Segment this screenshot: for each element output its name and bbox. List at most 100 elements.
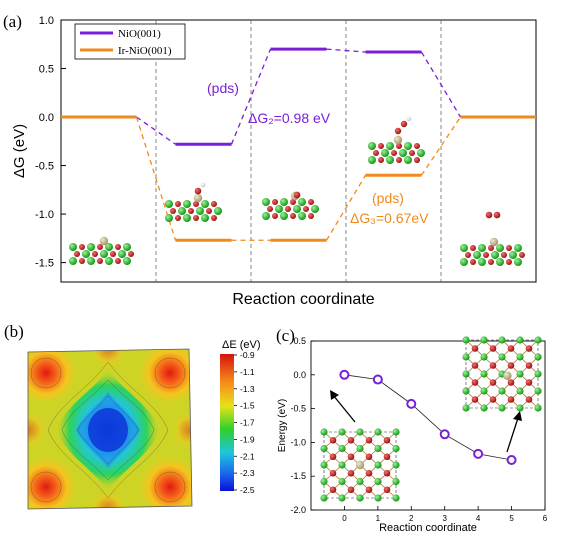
ni-atom (516, 336, 524, 344)
o-atom (471, 379, 479, 386)
ni-atom (338, 494, 346, 502)
o-atom (507, 396, 515, 403)
x-axis-label: Reaction coordinate (379, 522, 477, 534)
structure-slab-1 (69, 236, 134, 265)
panel-b-colorbar: ΔE (eV) -0.9 -1.1 -1.3 -1.5 -1.7 -1.9 -2.1 -2.3… (220, 339, 261, 495)
ni-atom (356, 428, 364, 436)
o-atom (267, 206, 273, 212)
o-atom (471, 345, 479, 352)
ni-atom (392, 428, 400, 436)
colorbar-tick-label: -2.1 (240, 451, 255, 461)
ni-atom (480, 370, 488, 378)
ni-atom (480, 336, 488, 344)
colorbar-tick-label: -0.9 (240, 350, 255, 360)
annot-dg2: ΔG₂=0.98 eV (248, 110, 331, 126)
o-atom (329, 469, 337, 477)
arrowhead (513, 411, 522, 421)
ni-atom (491, 251, 499, 259)
annot-pds-nio: (pds) (207, 80, 239, 96)
o-atom (470, 259, 476, 265)
structure-ooh (368, 116, 425, 164)
ni-atom (293, 205, 301, 213)
ni-atom (123, 243, 131, 251)
o-atom (194, 187, 202, 195)
o-atom (308, 213, 314, 219)
o-atom (92, 251, 98, 257)
o-atom (347, 453, 355, 461)
o-atom (74, 251, 80, 257)
ni-atom (480, 387, 488, 395)
x-tick-label: 2 (409, 514, 414, 523)
connector-irnio (135, 116, 177, 241)
ni-atom (534, 336, 542, 344)
ni-atom (374, 428, 382, 436)
data-point (473, 448, 484, 459)
panel-a-frame (60, 19, 537, 283)
o-atom (471, 396, 479, 403)
o-atom (483, 252, 489, 258)
ni-atom (386, 142, 394, 150)
y-tick-label: -2.0 (290, 505, 306, 515)
o-atom (97, 244, 103, 250)
annot-dg3: ΔG₃=0.67eV (350, 210, 429, 226)
ni-atom (374, 444, 382, 453)
x-tick-label: 3 (442, 514, 447, 523)
ni-atom (338, 444, 346, 453)
o-atom (365, 469, 373, 477)
o-atom (188, 208, 194, 214)
o-atom (193, 215, 199, 221)
o-atom (414, 143, 420, 149)
colorbar-tick-label: -1.7 (240, 418, 255, 428)
ni-atom (356, 494, 364, 502)
arrowhead (330, 390, 339, 400)
panel-c-label: (c) (276, 326, 295, 345)
o-atom (365, 436, 373, 444)
o-atom (525, 379, 533, 386)
ni-atom (534, 404, 542, 412)
o-atom (489, 379, 497, 386)
o-atom (365, 453, 373, 461)
ni-atom (165, 214, 173, 222)
connector-irnio (420, 116, 462, 176)
y-tick-label: 0.5 (39, 64, 54, 76)
ni-atom (462, 353, 470, 361)
o-atom (525, 396, 533, 403)
o-atom (115, 258, 121, 264)
y-axis-label: Energy (eV) (277, 399, 288, 452)
o-atom (383, 469, 391, 477)
colorbar-title: ΔE (eV) (222, 339, 261, 351)
o-atom (128, 251, 134, 257)
colorbar-tick-label: -2.5 (240, 485, 255, 495)
ni-atom (516, 387, 524, 395)
ni-atom (478, 244, 486, 252)
o-atom (400, 120, 408, 128)
ni-atom (498, 353, 506, 361)
colorbar-tick-label: -1.5 (240, 401, 255, 411)
o-atom (285, 206, 291, 212)
ni-atom (498, 404, 506, 412)
o-atom (193, 201, 199, 207)
ni-atom (480, 353, 488, 361)
ni-atom (298, 198, 306, 206)
o-atom (293, 191, 301, 199)
ni-atom (69, 243, 77, 251)
ni-atom (534, 370, 542, 378)
o-atom (303, 206, 309, 212)
o-atom (347, 436, 355, 444)
o-atom (308, 199, 314, 205)
ni-atom (338, 428, 346, 436)
o-atom (507, 362, 515, 369)
ni-atom (534, 353, 542, 361)
ni-atom (509, 251, 517, 259)
ni-atom (514, 244, 522, 252)
o-atom (347, 469, 355, 477)
arrow-line (506, 417, 519, 453)
ni-atom (320, 461, 328, 469)
ni-atom (280, 212, 288, 220)
annot-pds-irnio: (pds) (372, 190, 404, 206)
colorbar-tick-label: -1.1 (240, 367, 255, 377)
o-atom (506, 259, 512, 265)
x-tick-label: 5 (509, 514, 514, 523)
ni-atom (165, 200, 173, 208)
y-tick-label: -0.5 (35, 161, 54, 173)
